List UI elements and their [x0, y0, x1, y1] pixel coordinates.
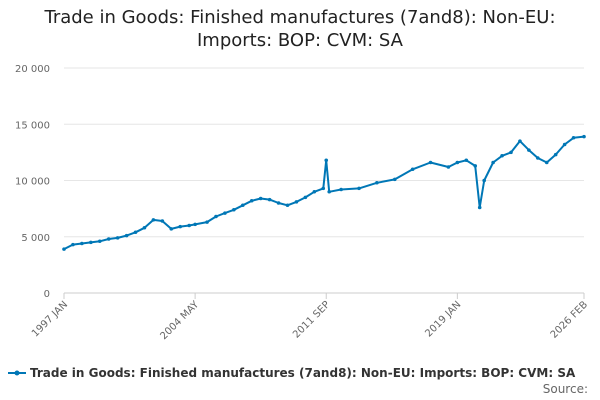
data-point	[178, 224, 183, 229]
data-point	[339, 187, 343, 192]
data-point	[124, 233, 129, 238]
data-point	[357, 186, 361, 191]
data-point	[214, 214, 218, 219]
chart-title-line-2: Imports: BOP: CVM: SA	[196, 30, 403, 51]
data-point	[321, 186, 326, 191]
data-point	[232, 207, 236, 212]
data-point	[115, 236, 120, 240]
data-point	[249, 198, 254, 203]
data-point	[258, 196, 263, 201]
data-point	[324, 158, 329, 163]
data-point	[62, 247, 66, 251]
chart-title-line-1: Trade in Goods: Finished manufactures (7…	[44, 7, 556, 28]
data-point	[582, 134, 586, 139]
data-point	[169, 227, 174, 231]
data-point	[464, 158, 469, 163]
data-point	[312, 189, 317, 194]
data-point	[267, 197, 272, 202]
data-point	[375, 180, 379, 185]
data-point	[106, 237, 111, 241]
x-tick-label: 2011 SEP	[291, 299, 332, 340]
data-point	[571, 135, 576, 140]
chart-title: Trade in Goods: Finished manufactures (7…	[0, 6, 600, 52]
legend-item-label: Trade in Goods: Finished manufactures (7…	[30, 366, 576, 380]
data-point	[509, 150, 513, 155]
data-point	[71, 242, 75, 247]
data-point	[536, 156, 540, 160]
data-point	[562, 142, 567, 147]
data-point	[303, 195, 308, 200]
data-point	[410, 167, 415, 172]
data-point	[482, 178, 486, 183]
legend[interactable]: Trade in Goods: Finished manufactures (7…	[8, 365, 575, 381]
x-tick-label: 2019 JAN	[423, 299, 463, 339]
data-point	[97, 239, 102, 244]
x-tick-label: 1997 JAN	[30, 299, 70, 339]
y-tick-label: 20 000	[15, 64, 50, 75]
data-point	[285, 203, 290, 208]
data-point	[133, 230, 138, 235]
data-point	[544, 160, 549, 165]
data-point	[142, 225, 147, 230]
data-point	[193, 222, 197, 227]
y-tick-label: 10 000	[15, 177, 50, 188]
y-tick-label: 5 000	[21, 233, 50, 244]
y-tick-label: 15 000	[15, 120, 50, 131]
legend-swatch-icon	[8, 370, 26, 376]
data-point	[491, 160, 495, 165]
data-point	[518, 139, 522, 143]
data-point	[276, 201, 281, 205]
data-point	[187, 223, 191, 228]
data-point	[223, 211, 227, 215]
data-point	[392, 177, 397, 182]
data-point	[473, 164, 478, 168]
data-point	[500, 153, 504, 158]
series-line	[63, 135, 585, 250]
data-point	[428, 160, 433, 165]
data-point	[205, 220, 209, 224]
x-tick-label: 2026 FEB	[549, 299, 591, 341]
y-tick-label: 0	[44, 289, 50, 300]
data-point	[553, 152, 558, 157]
data-point	[294, 200, 299, 204]
data-point	[80, 241, 84, 246]
data-point	[477, 205, 482, 210]
source-label: Source:	[542, 382, 588, 396]
data-point	[455, 160, 460, 165]
data-point	[89, 240, 93, 245]
data-point	[151, 218, 156, 222]
data-point	[446, 165, 451, 169]
data-point	[240, 203, 245, 208]
data-point	[327, 189, 332, 194]
x-tick-label: 2004 MAY	[159, 299, 202, 342]
data-point	[160, 219, 165, 223]
data-point	[527, 148, 531, 152]
